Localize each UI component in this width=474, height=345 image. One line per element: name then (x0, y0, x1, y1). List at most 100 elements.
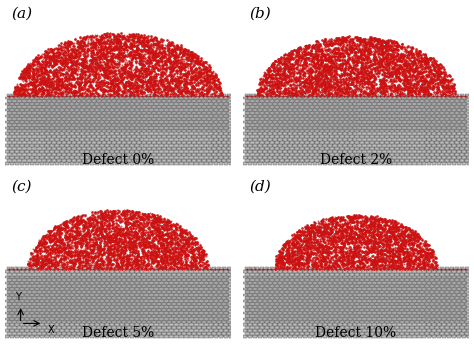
Point (136, 60, 144, 66)
Point (188, 83, 196, 88)
Point (198, 62, 206, 68)
Point (47, 80, 55, 85)
Point (173, 232, 181, 237)
Point (173, 63, 181, 68)
Point (280, 73, 287, 79)
Point (356, 214, 364, 220)
Point (71, 223, 78, 228)
Point (32, 79, 40, 85)
Point (323, 68, 331, 73)
Point (310, 261, 318, 266)
Point (100, 222, 107, 227)
Bar (383, 109, 387, 111)
Point (361, 266, 368, 272)
Bar (325, 141, 329, 144)
Point (376, 250, 384, 256)
Bar (172, 291, 176, 293)
Point (73, 256, 81, 262)
Bar (313, 312, 317, 314)
Point (179, 52, 186, 58)
Point (303, 258, 311, 264)
Point (357, 214, 365, 219)
Point (338, 40, 346, 45)
Point (310, 58, 317, 64)
Point (128, 217, 135, 222)
Point (154, 258, 161, 264)
Point (313, 43, 320, 48)
Point (127, 73, 135, 79)
Point (78, 233, 86, 238)
Point (270, 61, 278, 67)
Point (186, 49, 193, 55)
Point (29, 60, 37, 65)
Bar (52, 279, 56, 282)
Point (420, 78, 428, 83)
Bar (457, 121, 461, 123)
Point (122, 246, 129, 251)
Point (433, 69, 441, 75)
Point (391, 77, 399, 82)
Point (159, 260, 167, 265)
Point (141, 227, 149, 233)
Point (63, 76, 70, 81)
Bar (427, 294, 431, 296)
Point (98, 246, 106, 252)
Bar (435, 291, 439, 293)
Point (85, 233, 92, 238)
Point (338, 233, 346, 239)
Bar (184, 109, 189, 111)
Point (343, 262, 350, 267)
Point (177, 234, 184, 239)
Point (308, 263, 315, 268)
Point (171, 260, 179, 266)
Point (110, 238, 118, 243)
Point (366, 75, 374, 81)
Point (286, 61, 294, 67)
Point (64, 266, 71, 271)
Point (302, 63, 310, 69)
Bar (5, 335, 9, 338)
Bar (227, 136, 231, 138)
Point (351, 235, 359, 240)
Point (315, 266, 323, 272)
Point (366, 258, 374, 263)
Point (167, 260, 174, 265)
Point (363, 237, 371, 243)
Point (339, 245, 346, 250)
Point (371, 54, 378, 59)
Point (110, 208, 118, 214)
Point (336, 254, 343, 259)
Bar (132, 159, 136, 162)
Bar (390, 273, 394, 276)
Point (338, 38, 346, 43)
Point (338, 50, 346, 55)
Point (134, 248, 142, 253)
Point (201, 78, 209, 84)
Point (295, 255, 302, 261)
Bar (375, 321, 379, 323)
Point (116, 51, 124, 57)
Point (60, 264, 68, 269)
Bar (169, 150, 173, 153)
Point (337, 228, 345, 233)
Point (373, 226, 381, 231)
Bar (85, 115, 89, 117)
Point (169, 67, 176, 72)
Point (421, 84, 428, 89)
Bar (129, 276, 134, 278)
Point (432, 83, 440, 89)
Point (310, 87, 317, 92)
Point (128, 77, 136, 82)
Point (320, 88, 328, 94)
Point (184, 70, 192, 76)
Point (375, 223, 383, 228)
Bar (32, 153, 36, 156)
Point (408, 237, 416, 243)
Bar (32, 141, 36, 144)
Point (281, 242, 288, 247)
Point (405, 255, 413, 260)
Point (92, 259, 100, 265)
Point (175, 86, 183, 91)
Point (79, 56, 86, 62)
Bar (347, 282, 352, 284)
